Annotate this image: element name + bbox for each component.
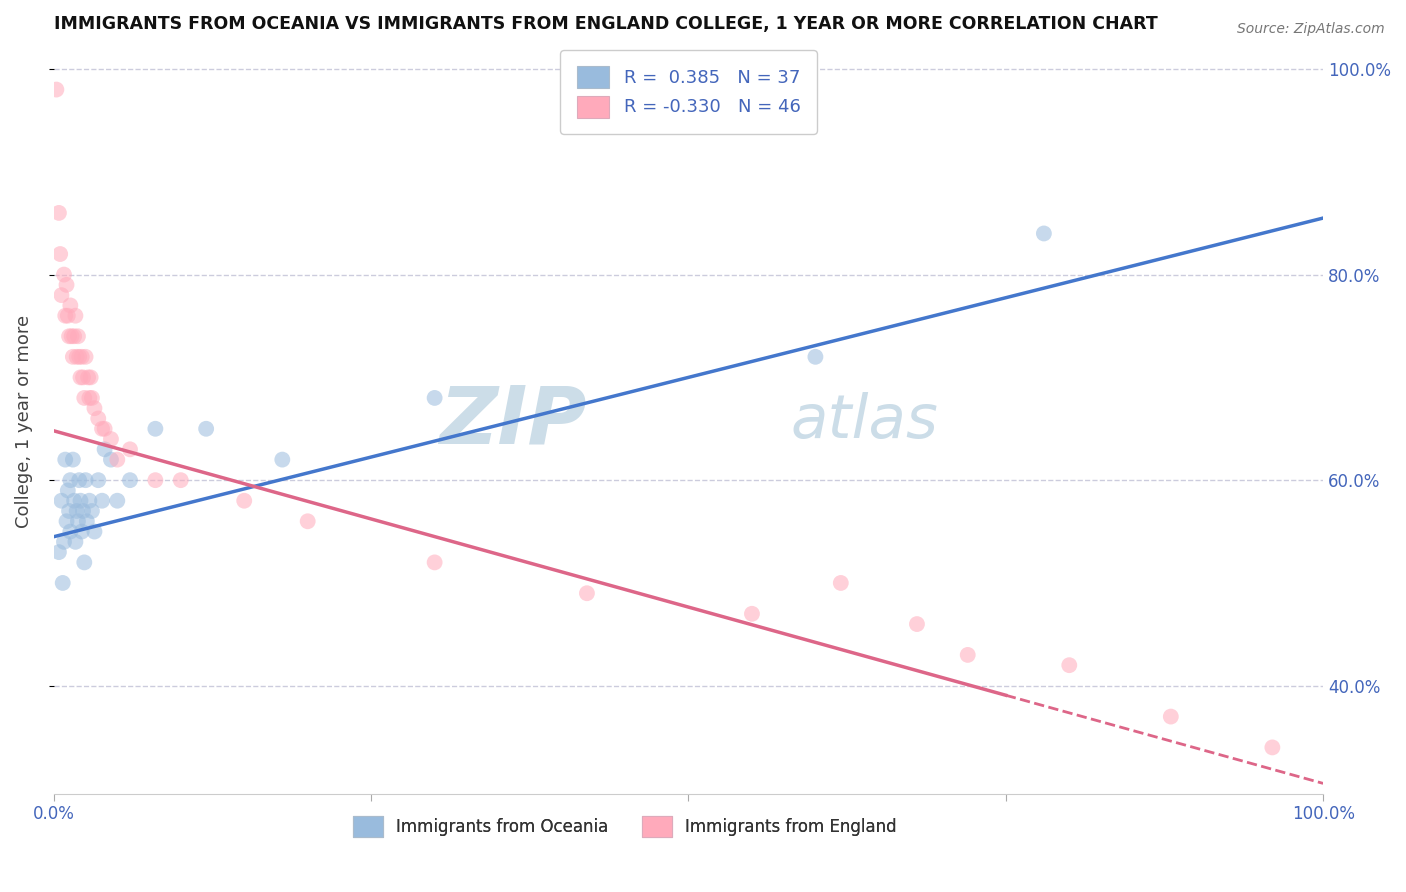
- Point: [79, 493, 101, 508]
- Text: atlas: atlas: [790, 392, 938, 450]
- Point: [145, 473, 167, 487]
- Point: [55, 277, 77, 292]
- Point: [118, 442, 141, 457]
- Point: [53, 309, 76, 323]
- Point: [52, 576, 75, 591]
- Point: [93, 422, 115, 436]
- Point: [905, 617, 928, 632]
- Text: ZIP: ZIP: [440, 382, 586, 460]
- Point: [62, 452, 84, 467]
- Point: [65, 309, 87, 323]
- Point: [804, 350, 827, 364]
- Text: IMMIGRANTS FROM OCEANIA VS IMMIGRANTS FROM ENGLAND COLLEGE, 1 YEAR OR MORE CORRE: IMMIGRANTS FROM OCEANIA VS IMMIGRANTS FR…: [53, 15, 1157, 33]
- Point: [145, 422, 167, 436]
- Point: [77, 370, 100, 384]
- Point: [48, 206, 70, 220]
- Point: [67, 350, 90, 364]
- Point: [56, 309, 79, 323]
- Point: [118, 473, 141, 487]
- Point: [830, 576, 852, 591]
- Point: [423, 391, 446, 405]
- Point: [69, 370, 91, 384]
- Point: [73, 391, 96, 405]
- Point: [87, 411, 110, 425]
- Point: [55, 514, 77, 528]
- Point: [62, 350, 84, 364]
- Point: [100, 452, 122, 467]
- Point: [100, 432, 122, 446]
- Point: [73, 555, 96, 569]
- Point: [741, 607, 763, 621]
- Point: [1261, 740, 1284, 755]
- Point: [75, 350, 97, 364]
- Point: [66, 504, 89, 518]
- Point: [63, 493, 86, 508]
- Point: [91, 422, 114, 436]
- Point: [423, 555, 446, 569]
- Point: [51, 288, 73, 302]
- Point: [45, 82, 67, 96]
- Point: [56, 483, 79, 498]
- Point: [58, 504, 80, 518]
- Legend: Immigrants from Oceania, Immigrants from England: Immigrants from Oceania, Immigrants from…: [344, 808, 905, 845]
- Point: [170, 473, 193, 487]
- Point: [58, 329, 80, 343]
- Point: [1059, 658, 1081, 673]
- Point: [53, 534, 76, 549]
- Point: [80, 504, 103, 518]
- Point: [70, 524, 93, 539]
- Point: [83, 401, 105, 416]
- Point: [75, 473, 97, 487]
- Point: [1160, 709, 1182, 723]
- Point: [66, 514, 89, 528]
- Point: [51, 493, 73, 508]
- Point: [59, 524, 82, 539]
- Point: [66, 350, 89, 364]
- Point: [91, 493, 114, 508]
- Point: [233, 493, 256, 508]
- Point: [67, 473, 90, 487]
- Point: [59, 298, 82, 312]
- Point: [76, 514, 98, 528]
- Point: [575, 586, 598, 600]
- Point: [83, 524, 105, 539]
- Point: [79, 370, 101, 384]
- Point: [65, 534, 87, 549]
- Point: [53, 452, 76, 467]
- Point: [69, 493, 91, 508]
- Point: [53, 268, 76, 282]
- Point: [72, 370, 94, 384]
- Point: [49, 247, 72, 261]
- Point: [105, 452, 128, 467]
- Point: [297, 514, 319, 528]
- Point: [80, 391, 103, 405]
- Point: [48, 545, 70, 559]
- Point: [105, 493, 128, 508]
- Point: [271, 452, 294, 467]
- Point: [79, 391, 101, 405]
- Point: [87, 473, 110, 487]
- Point: [66, 329, 89, 343]
- Point: [60, 329, 83, 343]
- Point: [956, 648, 979, 662]
- Text: Source: ZipAtlas.com: Source: ZipAtlas.com: [1237, 22, 1385, 37]
- Point: [72, 504, 94, 518]
- Point: [59, 473, 82, 487]
- Y-axis label: College, 1 year or more: College, 1 year or more: [15, 315, 32, 528]
- Point: [195, 422, 218, 436]
- Point: [63, 329, 86, 343]
- Point: [1032, 227, 1054, 241]
- Point: [93, 442, 115, 457]
- Point: [70, 350, 93, 364]
